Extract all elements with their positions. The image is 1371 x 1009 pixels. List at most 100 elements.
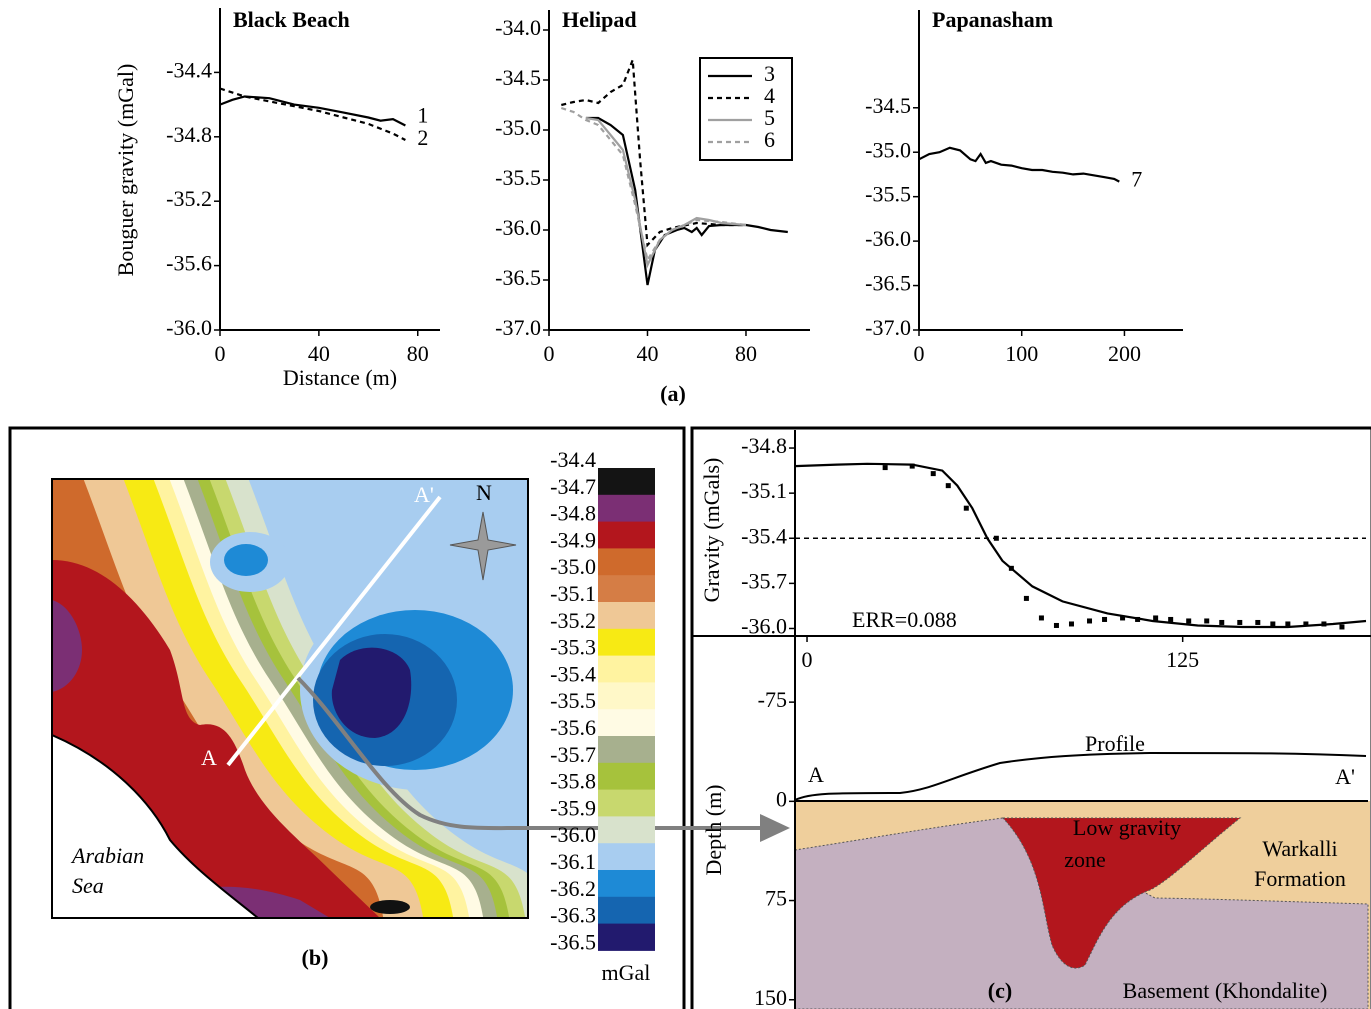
colorbar-cell xyxy=(598,628,655,657)
legend-label: 4 xyxy=(764,83,775,108)
colorbar-tick-label: -34.4 xyxy=(550,447,596,472)
colorbar-tick-label: -35.5 xyxy=(550,688,596,713)
y-tick-label: -34.0 xyxy=(495,15,541,40)
y-tick-label: -36.0 xyxy=(495,215,541,240)
section-label: Basement (Khondalite) xyxy=(1123,978,1328,1003)
y-tick-label: -34.8 xyxy=(741,433,787,458)
point xyxy=(1219,619,1225,625)
colorbar-cell xyxy=(598,736,655,764)
y-tick-label: -34.5 xyxy=(495,65,541,90)
colorbar-tick-label: -34.9 xyxy=(550,527,596,552)
y-tick-label: -35.0 xyxy=(865,137,911,162)
x-tick-label: 100 xyxy=(1005,341,1038,366)
colorbar-cell xyxy=(598,843,655,871)
x-tick-label: 80 xyxy=(735,341,757,366)
y-tick-label: -75 xyxy=(758,687,787,712)
point xyxy=(1102,616,1108,622)
y-tick-label: -35.1 xyxy=(741,478,787,503)
point xyxy=(1153,615,1159,621)
y-tick-label: -35.7 xyxy=(741,568,787,593)
x-axis-label: Distance (m) xyxy=(283,365,397,390)
point xyxy=(1135,616,1141,622)
y-axis-label: Bouguer gravity (mGal) xyxy=(113,64,138,277)
y-tick-label: -35.4 xyxy=(741,523,787,548)
y-tick-label: -36.0 xyxy=(865,226,911,251)
point xyxy=(1023,595,1029,601)
point xyxy=(1168,616,1174,622)
y-tick-label: -37.0 xyxy=(495,315,541,340)
map-label: N xyxy=(476,480,492,505)
y-tick-label: -35.6 xyxy=(166,251,212,276)
colorbar-tick-label: -34.7 xyxy=(550,474,596,499)
colorbar-tick-label: -35.1 xyxy=(550,581,596,606)
colorbar-cell xyxy=(598,682,655,710)
colorbar-cell xyxy=(598,575,655,603)
annotation: ERR=0.088 xyxy=(852,607,957,632)
point xyxy=(1008,565,1014,571)
series-label: 2 xyxy=(417,125,428,150)
colorbar-tick-label: -36.5 xyxy=(550,929,596,954)
point xyxy=(1321,621,1327,627)
y-axis-label: Depth (m) xyxy=(701,784,726,875)
colorbar-cell xyxy=(598,709,655,737)
point xyxy=(1068,621,1074,627)
series-line xyxy=(560,106,747,263)
y-tick-label: 75 xyxy=(765,886,787,911)
map-label: Arabian xyxy=(70,843,144,868)
y-tick-label: -36.0 xyxy=(741,614,787,639)
panel-label: (c) xyxy=(988,978,1012,1003)
legend-label: 6 xyxy=(764,127,775,152)
panel-frame xyxy=(8,426,686,1009)
panel-label: (b) xyxy=(302,945,329,970)
colorbar-tick-label: -36.2 xyxy=(550,876,596,901)
point xyxy=(1255,619,1261,625)
map-frame xyxy=(51,478,529,919)
colorbar-cell xyxy=(598,870,655,898)
colorbar-tick-label: -36.1 xyxy=(550,849,596,874)
x-tick-label: 40 xyxy=(308,341,330,366)
point xyxy=(882,465,888,471)
x-tick-label: 0 xyxy=(914,341,925,366)
colorbar-cell xyxy=(598,468,655,496)
point xyxy=(1339,624,1345,630)
x-tick-label: 0 xyxy=(544,341,555,366)
x-tick-label: 40 xyxy=(636,341,658,366)
y-tick-label: -36.0 xyxy=(166,315,212,340)
point xyxy=(1120,615,1126,621)
y-tick-label: -35.5 xyxy=(495,165,541,190)
point xyxy=(1303,621,1309,627)
colorbar-label: mGal xyxy=(602,960,651,985)
y-tick-label: 0 xyxy=(776,786,787,811)
point xyxy=(1186,618,1192,624)
point xyxy=(1285,621,1291,627)
series-line xyxy=(219,95,406,127)
colorbar-tick-label: -35.9 xyxy=(550,795,596,820)
x-tick-label: 125 xyxy=(1166,647,1199,672)
y-tick-label: -34.5 xyxy=(865,93,911,118)
section xyxy=(794,751,1370,1009)
legend-label: 5 xyxy=(764,105,775,130)
colorbar-tick-label: -35.6 xyxy=(550,715,596,740)
legend-box xyxy=(699,57,793,161)
colorbar-cell xyxy=(598,762,655,791)
y-tick-label: -35.5 xyxy=(865,182,911,207)
colorbar-cell xyxy=(598,548,655,576)
colorbar-cell xyxy=(598,923,655,951)
section-label: A xyxy=(808,762,824,787)
map-label: Sea xyxy=(72,873,104,898)
series-label: 1 xyxy=(417,103,428,128)
y-tick-label: -34.4 xyxy=(166,57,212,82)
panel-label: (a) xyxy=(660,381,686,406)
section-label: Low gravity xyxy=(1073,815,1181,840)
x-tick-label: 0 xyxy=(802,647,813,672)
colorbar-tick-label: -36.0 xyxy=(550,822,596,847)
map-label: A xyxy=(201,745,217,770)
point xyxy=(1204,618,1210,624)
y-tick-label: 150 xyxy=(754,985,787,1009)
map-label: A' xyxy=(414,482,434,507)
colorbar-cell xyxy=(598,602,655,630)
section-label: zone xyxy=(1064,847,1106,872)
y-tick-label: -36.5 xyxy=(865,271,911,296)
